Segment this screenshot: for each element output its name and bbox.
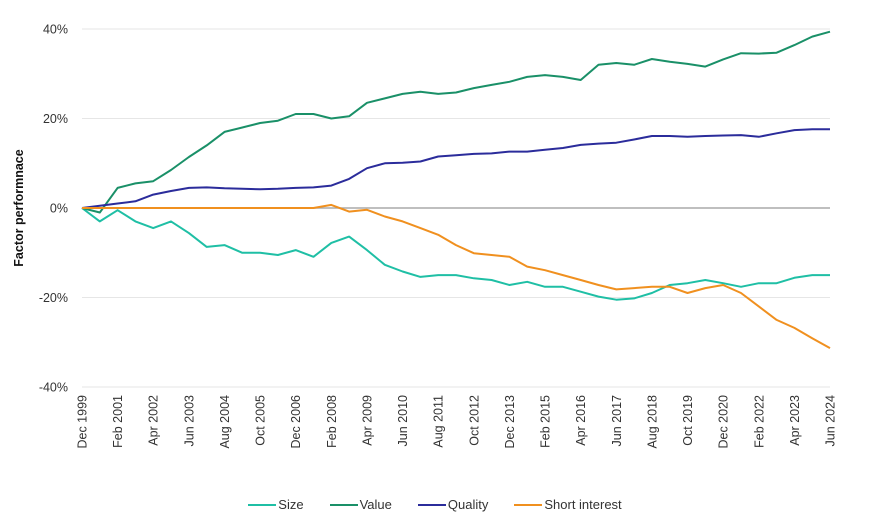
y-tick-label: 20% xyxy=(43,112,68,126)
x-tick-label: Dec 2006 xyxy=(289,395,303,449)
x-tick-label: Aug 2011 xyxy=(432,395,446,448)
legend-swatch-value xyxy=(329,503,358,506)
series-line-value xyxy=(81,30,831,214)
x-tick-label: Dec 2020 xyxy=(717,395,731,449)
x-tick-label: Jun 2017 xyxy=(610,395,624,446)
x-tick-label: Jun 2003 xyxy=(182,395,196,446)
x-axis-ticks: Dec 1999 Feb 2001 Apr 2002 Jun 2003 Aug 2004… xyxy=(76,395,838,449)
x-tick-label: Jun 2010 xyxy=(396,395,410,446)
x-tick-label: Apr 2002 xyxy=(147,395,161,446)
y-axis-ticks: 40% 20% 0% -20% -40% xyxy=(39,23,68,395)
x-tick-label: Feb 2008 xyxy=(325,395,339,448)
x-tick-label: Feb 2001 xyxy=(111,395,125,448)
x-tick-label: Apr 2016 xyxy=(574,395,588,446)
y-tick-label: -40% xyxy=(39,381,68,395)
series-line-size xyxy=(81,207,830,301)
y-tick-label: -20% xyxy=(39,291,68,305)
x-tick-label: Oct 2019 xyxy=(681,395,695,446)
legend-swatch-short-interest xyxy=(514,503,543,506)
legend: Size Value Quality Short interest xyxy=(0,497,870,512)
x-tick-label: Jun 2024 xyxy=(824,395,838,446)
legend-swatch-quality xyxy=(417,503,446,506)
y-tick-label: 40% xyxy=(43,23,68,37)
legend-label-size: Size xyxy=(278,497,304,512)
legend-item-short-interest: Short interest xyxy=(514,497,622,512)
x-tick-label: Feb 2022 xyxy=(752,395,766,448)
legend-item-size: Size xyxy=(248,497,304,512)
y-axis-label: Factor performnace xyxy=(12,149,26,266)
x-tick-label: Apr 2009 xyxy=(360,395,374,446)
legend-item-quality: Quality xyxy=(417,497,489,512)
legend-item-value: Value xyxy=(329,497,392,512)
y-tick-label: 0% xyxy=(50,202,68,216)
x-tick-label: Oct 2005 xyxy=(254,395,268,446)
x-tick-label: Oct 2012 xyxy=(467,395,481,446)
x-tick-label: Dec 2013 xyxy=(503,395,517,449)
legend-swatch-size xyxy=(248,503,277,506)
series-lines xyxy=(81,30,831,349)
x-tick-label: Aug 2018 xyxy=(645,395,659,449)
legend-label-value: Value xyxy=(359,497,392,512)
legend-label-quality: Quality xyxy=(447,497,489,512)
series-line-quality xyxy=(81,128,830,209)
x-tick-label: Apr 2023 xyxy=(788,395,802,446)
series-line-short-interest xyxy=(82,203,831,349)
x-tick-label: Feb 2015 xyxy=(539,395,553,448)
legend-label-short-interest: Short interest xyxy=(544,497,622,512)
x-tick-label: Dec 1999 xyxy=(76,395,90,449)
x-tick-label: Aug 2004 xyxy=(218,395,232,449)
